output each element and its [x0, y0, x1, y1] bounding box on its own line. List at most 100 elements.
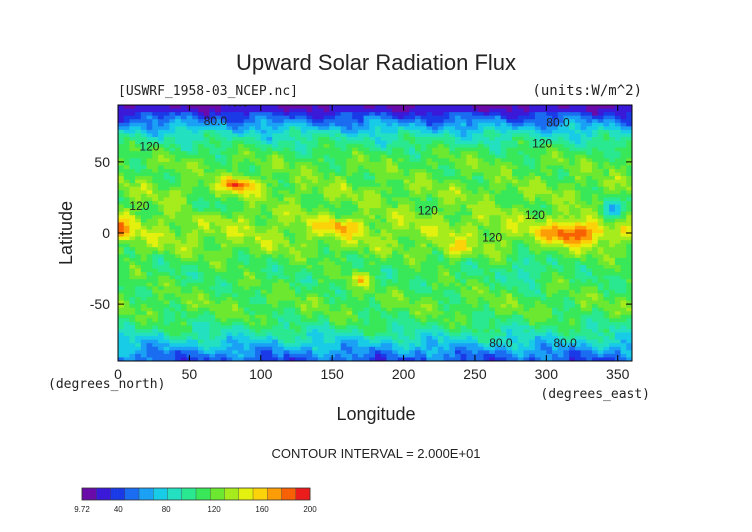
heat-cell: [180, 300, 188, 305]
heat-cell: [186, 119, 193, 124]
heat-cell: [186, 193, 193, 199]
heat-cell: [432, 211, 439, 216]
heat-cell: [340, 218, 348, 223]
heat-cell: [283, 158, 290, 163]
heat-cell: [574, 186, 582, 191]
heat-cell: [586, 144, 593, 149]
heat-cell: [375, 161, 382, 167]
heat-cell: [397, 154, 405, 159]
heat-cell: [289, 165, 296, 170]
heat-cell: [152, 233, 159, 238]
heat-cell: [375, 279, 382, 284]
heat-cell: [540, 218, 547, 223]
heat-cell: [152, 186, 159, 191]
heat-cell: [620, 282, 627, 287]
heat-cell: [340, 112, 348, 117]
heat-cell: [192, 112, 199, 117]
heat-cell: [375, 229, 382, 234]
heat-cell: [123, 208, 131, 213]
heat-cell: [506, 257, 513, 263]
heat-cell: [340, 268, 348, 273]
heat-cell: [609, 208, 616, 213]
heat-cell: [249, 201, 256, 206]
heat-cell: [466, 265, 473, 270]
heat-cell: [614, 140, 622, 145]
heat-cell: [312, 208, 319, 213]
heat-cell: [466, 293, 473, 298]
heat-cell: [494, 272, 502, 277]
heat-cell: [626, 243, 632, 248]
heat-cell: [140, 297, 148, 302]
heat-cell: [380, 119, 388, 124]
heat-cell: [272, 293, 279, 298]
heat-cell: [552, 222, 559, 227]
heat-cell: [363, 222, 370, 227]
heat-cell: [460, 222, 467, 227]
heat-cell: [118, 272, 125, 277]
heat-cell: [609, 122, 616, 127]
heat-cell: [369, 165, 376, 170]
heat-cell: [260, 137, 268, 142]
heat-cell: [123, 300, 131, 305]
heat-cell: [477, 165, 485, 170]
heat-cell: [226, 236, 233, 241]
heat-cell: [312, 179, 319, 184]
heat-cell: [317, 140, 325, 145]
heat-cell: [369, 119, 376, 124]
heat-cell: [277, 186, 285, 191]
heat-cell: [352, 272, 359, 277]
heat-cell: [237, 179, 245, 184]
heat-cell: [335, 240, 342, 245]
heat-cell: [472, 250, 479, 255]
heat-cell: [295, 137, 302, 142]
heat-cell: [472, 261, 479, 266]
heat-cell: [403, 115, 410, 120]
heat-cell: [272, 122, 279, 127]
heat-cell: [243, 211, 250, 216]
heat-cell: [529, 279, 536, 284]
heat-cell: [277, 204, 285, 209]
heat-cell: [569, 108, 576, 113]
heat-cell: [574, 250, 582, 255]
heat-cell: [283, 268, 290, 273]
heat-cell: [420, 151, 427, 156]
heat-cell: [386, 257, 393, 263]
heat-cell: [586, 261, 593, 266]
heat-cell: [283, 140, 290, 145]
heat-cell: [289, 112, 296, 117]
heat-cell: [483, 165, 490, 170]
heat-cell: [135, 282, 142, 287]
heat-cell: [506, 265, 513, 270]
heat-cell: [215, 250, 222, 255]
heat-cell: [466, 279, 473, 284]
heat-cell: [186, 293, 193, 298]
heat-cell: [306, 151, 313, 156]
heat-cell: [506, 289, 513, 295]
heat-cell: [243, 179, 250, 184]
heat-cell: [346, 268, 353, 273]
heat-cell: [272, 282, 279, 287]
heat-cell: [300, 286, 308, 291]
heat-cell: [300, 265, 308, 270]
heat-cell: [426, 225, 433, 231]
heat-cell: [449, 154, 456, 159]
heat-cell: [232, 261, 239, 266]
heat-cell: [397, 190, 405, 195]
heat-cell: [118, 176, 125, 181]
heat-cell: [180, 115, 188, 120]
heat-cell: [592, 129, 599, 135]
heat-cell: [140, 137, 148, 142]
heat-cell: [454, 218, 462, 223]
heat-cell: [472, 268, 479, 273]
heat-cell: [586, 119, 593, 124]
heat-cell: [237, 112, 245, 117]
heat-cell: [494, 215, 502, 220]
heat-cell: [477, 115, 485, 120]
heat-cell: [609, 247, 616, 252]
heat-cell: [163, 147, 170, 152]
heat-cell: [512, 147, 519, 152]
heat-cell: [409, 215, 416, 220]
heat-cell: [403, 204, 410, 209]
heat-cell: [203, 122, 210, 127]
heat-cell: [192, 289, 199, 295]
